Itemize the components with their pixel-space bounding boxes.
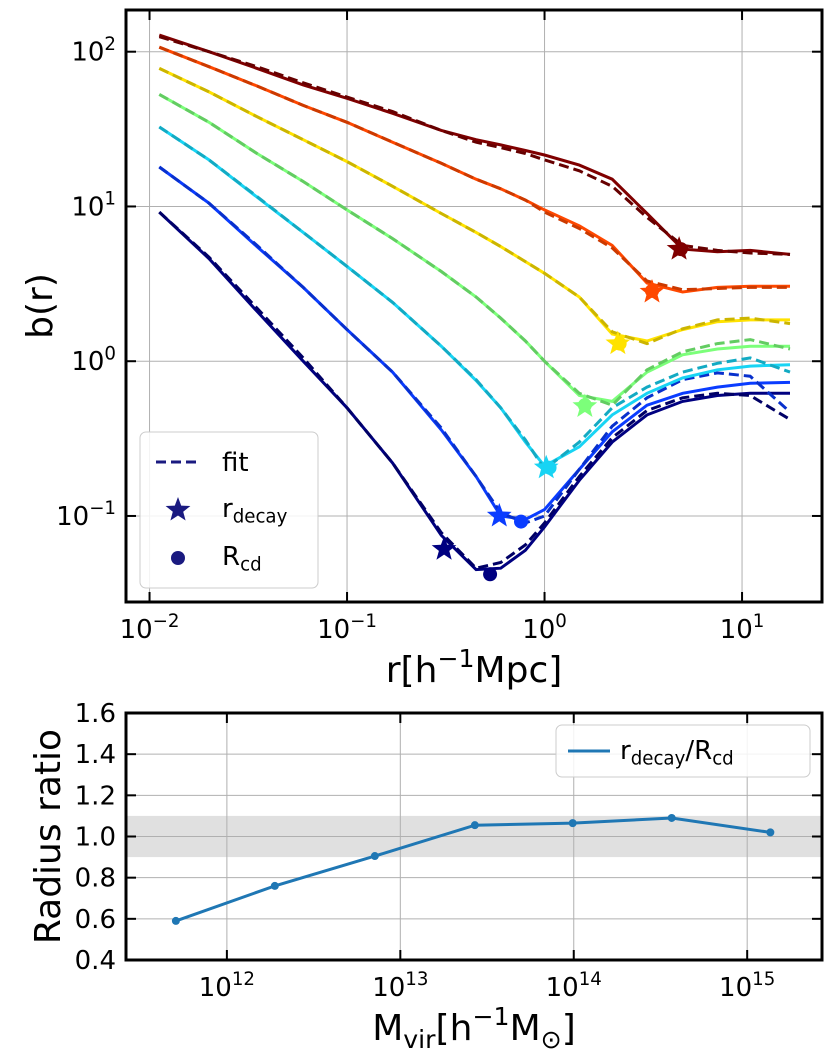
legend-label: fit [222,448,249,478]
fit-line [158,35,791,256]
panel: 10−2 10−1 100 101 10−1 100 101 102 r[h−1Mpc] b(r)… [20,8,824,691]
y-axis-label: Radius ratio [28,729,69,944]
r-decay-marker [431,536,457,560]
x-tick-label: 10−1 [317,611,377,645]
plot-area [171,813,775,925]
y-axis-label: b(r) [20,273,61,339]
r-cd-marker [514,514,529,529]
x-tick-label: 10−2 [120,611,180,645]
data-point [568,819,577,828]
y-tick-label: 0.8 [75,864,116,894]
y-tick-label: 10−1 [56,498,116,532]
legend-swatch [171,551,185,565]
r-decay-marker [572,393,598,417]
y-tick-label: 100 [71,343,116,377]
plot-area [158,33,792,582]
y-tick-label: 1.0 [75,823,116,853]
data-line [158,67,790,343]
data-line [158,45,790,294]
y-tick-label: 102 [71,34,116,68]
data-point [766,828,775,837]
x-tick-label: 1015 [719,969,775,1003]
x-tick-label: 1013 [372,969,428,1003]
fit-line [158,67,791,346]
x-axis-label: r[h−1Mpc] [386,644,563,691]
data-point [470,821,479,830]
data-point [171,916,180,925]
x-axis-label: Mvir[h−1M⊙] [372,1002,576,1049]
legend-label: rdecay/Rcd [620,736,734,770]
r-decay-marker [486,503,512,527]
fit-line [158,210,791,570]
data-point [667,813,676,822]
x-tick-label: 101 [720,611,765,645]
y-tick-label: 1.6 [75,699,116,729]
y-tick-label: 0.4 [75,946,116,976]
x-tick-label: 1012 [199,969,255,1003]
fit-line [158,165,792,525]
fit-line [158,93,791,407]
legend-box [139,431,319,589]
axes-frame [124,8,824,604]
legend-swatch [165,497,191,521]
y-tick-label: 1.2 [75,781,116,811]
y-tick-label: 101 [71,189,116,223]
legend-box [555,724,811,778]
r-cd-marker [483,567,498,582]
r-decay-marker [533,454,559,479]
fit-line [158,125,791,472]
panel: 1012 1013 1014 1015 0.4 0.6 0.8 1.0 1.2 1.4 1.6 Mvi… [28,699,824,1053]
data-point [270,881,279,890]
legend-label: Rcd [222,542,262,576]
r-decay-marker [639,279,665,303]
x-tick-label: 100 [522,611,567,645]
fit-line [158,45,790,292]
legend-label: rdecay [222,494,288,528]
x-tick-label: 1014 [546,969,602,1003]
y-tick-label: 1.4 [75,740,116,770]
r-decay-marker [666,236,692,260]
r-decay-marker [605,330,631,355]
y-tick-label: 0.6 [75,905,116,935]
data-point [370,852,379,861]
data-line [158,33,791,256]
data-line [158,211,790,572]
axes-frame [124,711,824,962]
